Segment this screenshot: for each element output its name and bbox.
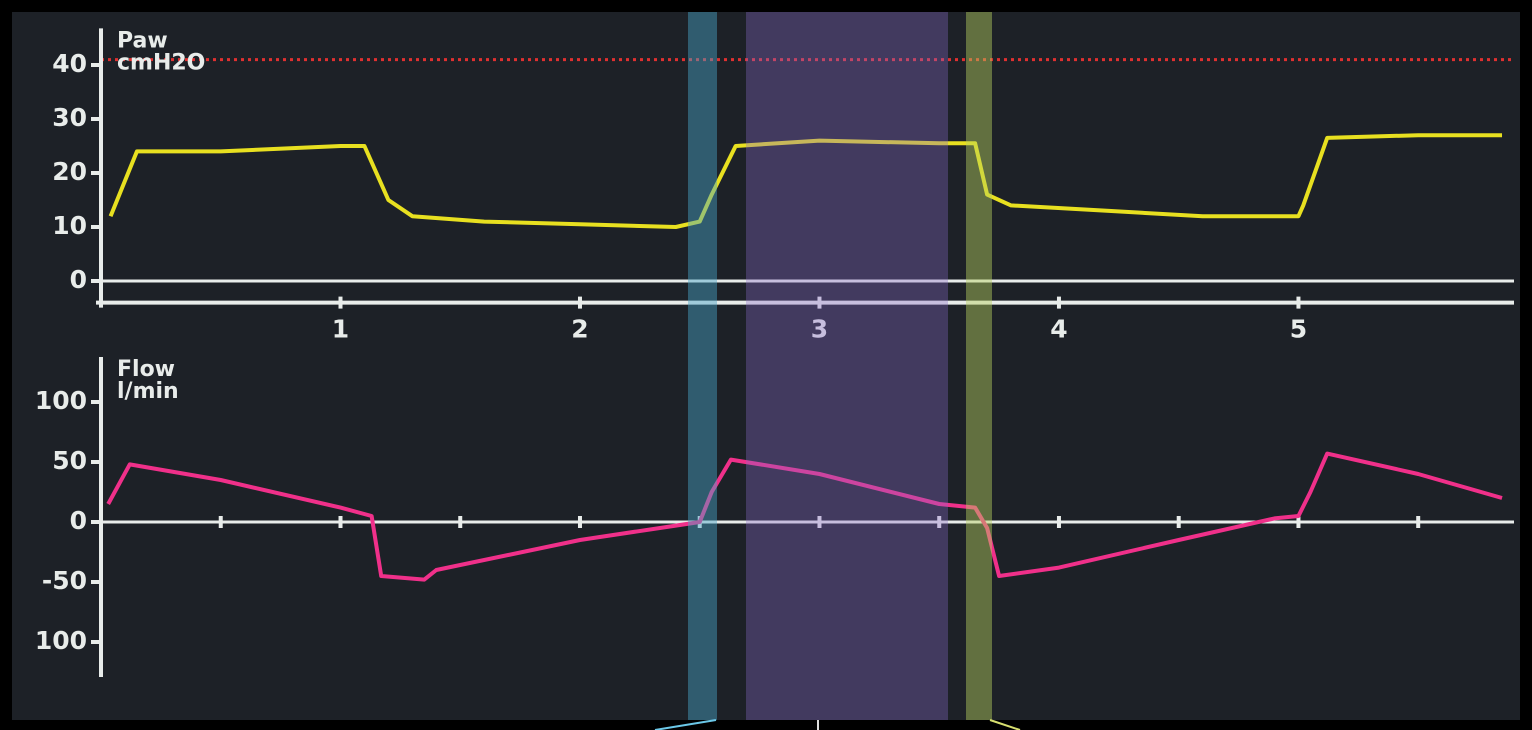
y-tick-label: 20 <box>52 157 87 186</box>
x-tick-label: 4 <box>1050 315 1067 344</box>
x-tick-label: 1 <box>332 315 349 344</box>
highlight-band <box>966 12 992 720</box>
y-tick-label: 10 <box>52 211 87 240</box>
x-tick-label: 2 <box>571 315 588 344</box>
y-tick-label: 100 <box>35 626 87 655</box>
highlight-band <box>688 12 717 720</box>
x-tick-label: 5 <box>1290 315 1307 344</box>
y-tick-label: 0 <box>70 265 87 294</box>
unit-label: l/min <box>117 379 179 404</box>
unit-label: cmH2O <box>117 50 205 75</box>
highlight-band <box>746 12 948 720</box>
y-tick-label: 0 <box>70 506 87 535</box>
y-tick-label: 50 <box>52 446 87 475</box>
y-tick-label: -50 <box>42 566 87 595</box>
y-tick-label: 40 <box>52 49 87 78</box>
y-tick-label: 30 <box>52 103 87 132</box>
ventilator-screen: 01020304012345PawcmH2O100500-50100Flowl/… <box>0 0 1532 730</box>
y-tick-label: 100 <box>35 386 87 415</box>
